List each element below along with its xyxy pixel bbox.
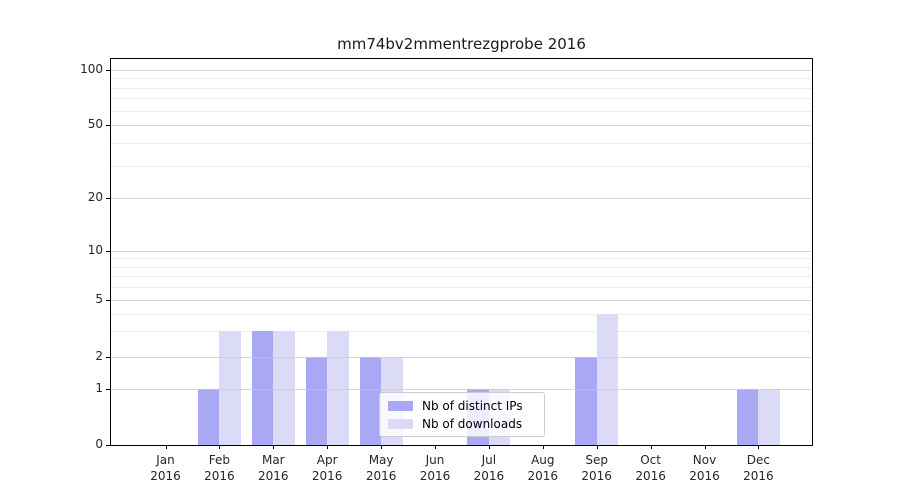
- gridline-minor-60: [111, 110, 812, 112]
- x-tick-label-may: May 2016: [365, 453, 397, 483]
- chart-title: mm74bv2mmentrezgprobe 2016: [337, 35, 586, 53]
- x-tick-label-jul: Jul 2016: [473, 453, 505, 483]
- gridline-minor-90: [111, 78, 812, 80]
- bar-distinct-ips-feb: [197, 388, 220, 445]
- y-tick-label-0: 0: [95, 437, 103, 451]
- y-tick-label-5: 5: [95, 292, 103, 306]
- gridline-major-100: [111, 70, 812, 71]
- gridline-major-1: [111, 388, 812, 390]
- y-tick-mark-5: [106, 300, 110, 301]
- legend-label-downloads: Nb of downloads: [422, 416, 523, 431]
- bar-distinct-ips-may: [359, 356, 382, 445]
- x-tick-mark-oct: [650, 445, 652, 449]
- y-tick-label-2: 2: [95, 348, 103, 363]
- x-tick-mark-nov: [704, 445, 706, 449]
- y-tick-label-50: 50: [87, 117, 103, 131]
- y-tick-mark-50: [106, 125, 110, 126]
- gridline-minor-70: [111, 98, 812, 100]
- x-tick-mark-sep: [596, 445, 598, 449]
- bar-distinct-ips-apr: [305, 356, 328, 445]
- bar-distinct-ips-mar: [251, 331, 274, 445]
- gridline-major-2: [111, 356, 812, 358]
- x-tick-label-sep: Sep 2016: [581, 453, 612, 483]
- x-tick-mark-mar: [273, 445, 275, 449]
- gridline-minor-30: [111, 165, 812, 167]
- gridline-minor-7: [111, 276, 812, 278]
- x-tick-mark-feb: [219, 445, 221, 449]
- y-tick-label-20: 20: [87, 190, 103, 204]
- x-tick-mark-dec: [758, 445, 760, 449]
- x-tick-mark-may: [381, 445, 383, 449]
- gridline-minor-3: [111, 331, 812, 333]
- x-tick-label-nov: Nov 2016: [689, 453, 720, 483]
- legend-entry-downloads: Nb of downloads: [388, 417, 544, 431]
- legend-swatch-downloads: [388, 418, 413, 429]
- gridline-minor-6: [111, 287, 812, 289]
- gridline-major-50: [111, 125, 812, 126]
- x-tick-mark-jun: [435, 445, 436, 449]
- y-tick-mark-100: [106, 70, 110, 71]
- legend-entry-distinct-ips: Nb of distinct IPs: [388, 399, 544, 413]
- bar-downloads-mar: [273, 331, 295, 445]
- x-tick-mark-apr: [327, 445, 329, 449]
- x-tick-label-aug: Aug 2016: [527, 453, 559, 483]
- y-tick-mark-20: [106, 198, 110, 199]
- y-tick-label-10: 10: [87, 243, 103, 257]
- bar-downloads-dec: [758, 388, 780, 445]
- x-tick-label-apr: Apr 2016: [311, 453, 343, 483]
- x-tick-label-jan: Jan 2016: [150, 453, 181, 483]
- bar-distinct-ips-dec: [736, 388, 759, 445]
- x-tick-label-dec: Dec 2016: [743, 453, 774, 483]
- gridline-major-20: [111, 198, 812, 199]
- gridline-minor-40: [111, 142, 812, 144]
- gridline-minor-9: [111, 258, 812, 260]
- x-tick-label-oct: Oct 2016: [635, 453, 666, 483]
- x-tick-label-feb: Feb 2016: [204, 453, 235, 483]
- gridline-minor-8: [111, 266, 812, 268]
- legend-swatch-distinct-ips: [388, 400, 413, 411]
- legend-label-distinct-ips: Nb of distinct IPs: [422, 398, 523, 413]
- gridline-minor-4: [111, 313, 812, 315]
- y-tick-mark-2: [106, 356, 110, 358]
- bar-distinct-ips-sep: [575, 356, 597, 445]
- bar-downloads-apr: [327, 331, 349, 445]
- bar-downloads-sep: [596, 313, 619, 445]
- gridline-minor-80: [111, 87, 812, 89]
- y-tick-label-1: 1: [95, 380, 103, 395]
- gridline-major-5: [111, 300, 812, 301]
- legend: Nb of distinct IPs Nb of downloads: [379, 392, 545, 437]
- x-tick-mark-jan: [165, 445, 167, 449]
- y-tick-label-100: 100: [80, 62, 103, 76]
- y-tick-mark-0: [106, 445, 110, 446]
- gridline-major-10: [111, 251, 812, 252]
- bar-downloads-feb: [219, 331, 241, 445]
- x-tick-label-mar: Mar 2016: [258, 453, 289, 483]
- x-tick-mark-aug: [542, 445, 544, 449]
- x-tick-label-jun: Jun 2016: [419, 453, 451, 483]
- x-tick-mark-jul: [488, 445, 490, 449]
- y-tick-mark-10: [106, 251, 110, 252]
- y-tick-mark-1: [106, 388, 110, 390]
